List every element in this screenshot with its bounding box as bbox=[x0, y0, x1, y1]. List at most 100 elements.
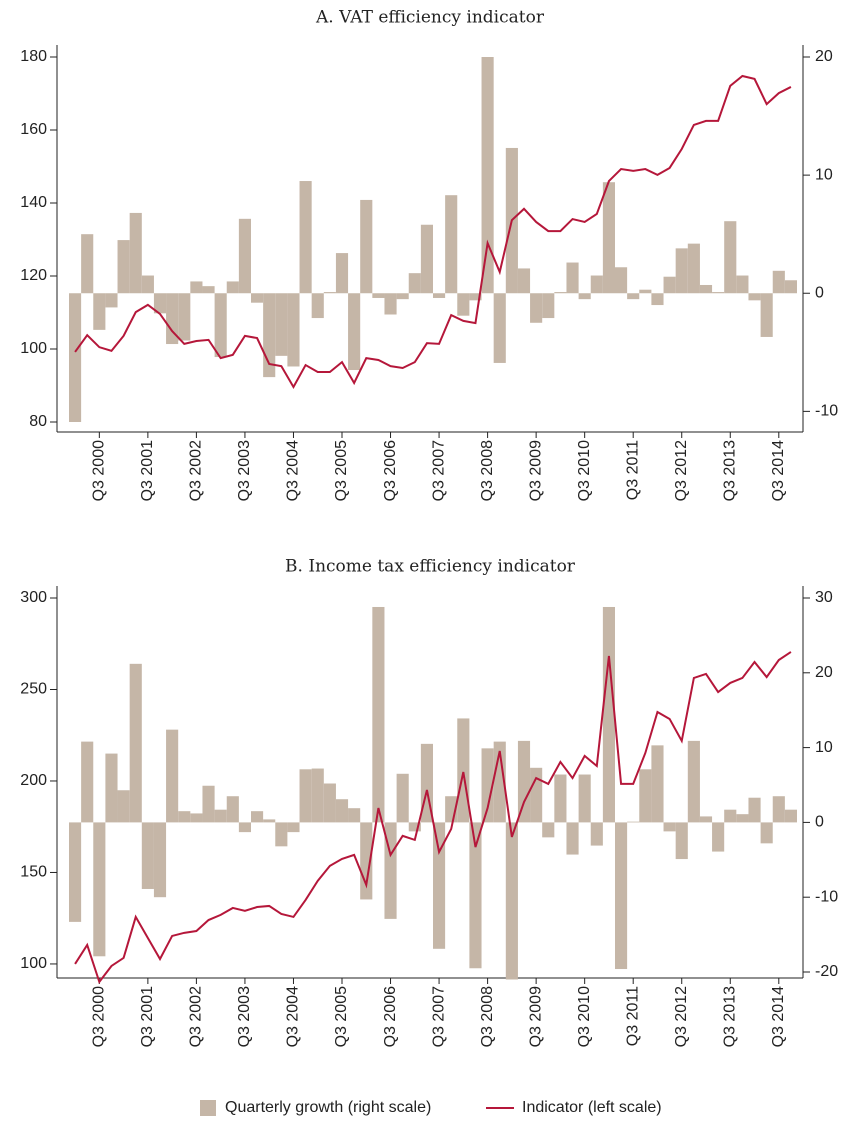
bar bbox=[784, 809, 797, 823]
bar bbox=[687, 740, 700, 823]
x-tick-label: Q3 2004 bbox=[285, 440, 302, 501]
bar bbox=[190, 813, 203, 823]
bar bbox=[712, 292, 725, 294]
y-tick-label: 140 bbox=[20, 194, 47, 211]
bar bbox=[178, 293, 191, 341]
x-tick-label: Q3 2008 bbox=[479, 440, 496, 501]
bar bbox=[178, 811, 191, 823]
bar bbox=[348, 293, 361, 371]
bar bbox=[153, 293, 167, 314]
bar bbox=[651, 745, 664, 823]
x-tick-label: Q3 2012 bbox=[673, 986, 690, 1047]
bar bbox=[190, 281, 203, 294]
bar bbox=[202, 286, 215, 294]
x-tick-label: Q3 2013 bbox=[721, 440, 738, 501]
bar bbox=[639, 769, 652, 823]
bar bbox=[772, 270, 785, 294]
y2-tick-label: 30 bbox=[815, 589, 833, 606]
bar bbox=[687, 243, 700, 294]
bar bbox=[554, 774, 567, 823]
y-tick-label: 160 bbox=[20, 121, 47, 138]
bar bbox=[675, 248, 688, 294]
x-tick-label: Q3 2010 bbox=[576, 986, 593, 1047]
bar bbox=[153, 822, 167, 898]
bar bbox=[566, 822, 579, 855]
legend-label: Quarterly growth (right scale) bbox=[225, 1099, 431, 1116]
y-tick-label: 150 bbox=[20, 864, 47, 881]
bar bbox=[627, 293, 640, 300]
bar bbox=[166, 293, 179, 345]
x-tick-label: Q3 2014 bbox=[770, 440, 787, 501]
bar bbox=[396, 293, 409, 300]
bar bbox=[238, 218, 251, 294]
bar bbox=[639, 289, 652, 294]
x-tick-label: Q3 2011 bbox=[624, 440, 641, 500]
bar bbox=[627, 821, 640, 823]
bar bbox=[517, 268, 531, 294]
bar bbox=[517, 740, 531, 823]
x-tick-label: Q3 2002 bbox=[188, 986, 205, 1047]
bar bbox=[724, 221, 737, 294]
y-tick-label: 100 bbox=[20, 955, 47, 972]
x-tick-label: Q3 2003 bbox=[236, 986, 253, 1047]
bar bbox=[117, 790, 130, 823]
x-tick-label: Q3 2010 bbox=[576, 440, 593, 501]
bar bbox=[615, 267, 628, 294]
bar bbox=[323, 783, 336, 823]
bar bbox=[105, 753, 118, 823]
bar bbox=[81, 234, 94, 294]
bar bbox=[202, 785, 215, 823]
bar bbox=[566, 262, 579, 294]
x-tick-label: Q3 2007 bbox=[430, 440, 447, 501]
bar bbox=[602, 182, 615, 294]
x-tick-label: Q3 2012 bbox=[673, 440, 690, 501]
bar bbox=[542, 293, 555, 319]
y2-tick-label: -10 bbox=[815, 888, 838, 905]
bar bbox=[651, 293, 664, 306]
bar bbox=[760, 293, 773, 337]
y-tick-label: 80 bbox=[29, 413, 47, 430]
x-tick-label: Q3 2001 bbox=[139, 986, 156, 1047]
bar bbox=[251, 293, 264, 303]
x-tick-label: Q3 2008 bbox=[479, 986, 496, 1047]
x-tick-label: Q3 2006 bbox=[382, 440, 399, 501]
x-tick-label: Q3 2000 bbox=[91, 440, 108, 501]
bar bbox=[724, 809, 737, 823]
bar bbox=[93, 822, 106, 957]
bar bbox=[117, 240, 130, 294]
bar bbox=[251, 811, 264, 823]
legend-swatch bbox=[200, 1100, 216, 1116]
y-tick-label: 250 bbox=[20, 681, 47, 698]
bar bbox=[214, 293, 227, 358]
bar bbox=[457, 718, 470, 823]
bar bbox=[542, 822, 555, 838]
y2-tick-label: 20 bbox=[815, 664, 833, 681]
bar bbox=[615, 822, 628, 970]
y2-tick-label: 0 bbox=[815, 814, 824, 831]
bar bbox=[226, 796, 239, 823]
bar bbox=[238, 822, 251, 833]
line bbox=[74, 651, 792, 984]
x-tick-label: Q3 2004 bbox=[285, 986, 302, 1047]
bar bbox=[335, 253, 349, 294]
bar bbox=[590, 822, 603, 846]
bar bbox=[469, 822, 482, 969]
bar bbox=[384, 293, 397, 315]
bar bbox=[433, 822, 446, 949]
x-tick-label: Q3 2006 bbox=[382, 986, 399, 1047]
bar bbox=[748, 797, 761, 823]
bar bbox=[772, 796, 785, 823]
bar bbox=[481, 57, 494, 294]
bar bbox=[166, 729, 179, 823]
y2-tick-label: -10 bbox=[815, 403, 838, 420]
x-tick-label: Q3 2005 bbox=[333, 986, 350, 1047]
bar bbox=[602, 606, 615, 823]
bar bbox=[348, 808, 361, 823]
bar bbox=[554, 292, 567, 294]
bar bbox=[420, 224, 433, 294]
bar bbox=[712, 822, 725, 852]
y2-tick-label: 0 bbox=[815, 284, 824, 301]
chart-title: A. VAT efficiency indicator bbox=[315, 8, 545, 28]
bar bbox=[129, 212, 142, 294]
bar bbox=[481, 748, 494, 823]
